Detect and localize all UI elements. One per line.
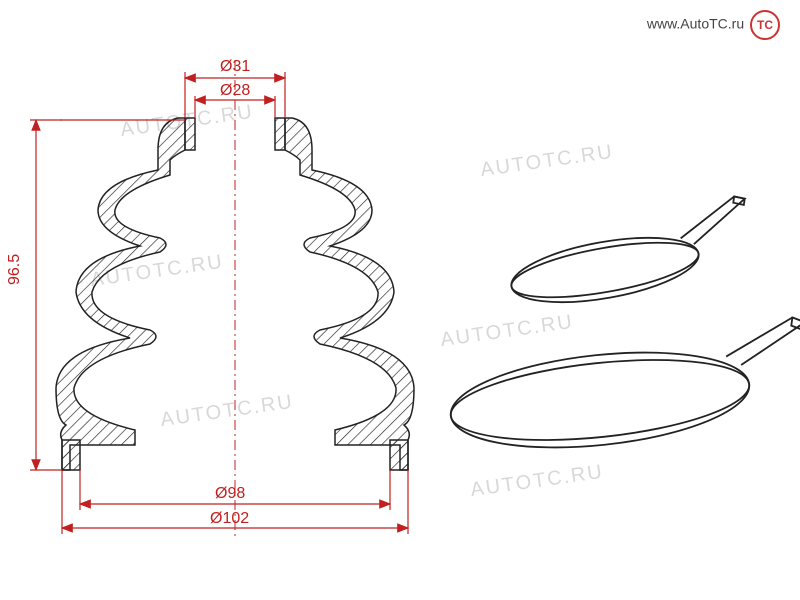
clamp-large [444, 316, 800, 460]
watermark-logo: www.AutoTC.ru TC [647, 10, 780, 40]
boot-top-lip-left [185, 118, 195, 150]
watermark-badge-icon: TC [750, 10, 780, 40]
dim-d98: Ø98 [215, 485, 245, 503]
boot-section-left [56, 118, 185, 470]
drawing-canvas: AUTOTC.RU AUTOTC.RU AUTOTC.RU AUTOTC.RU … [0, 0, 800, 600]
dim-d28: Ø28 [220, 82, 250, 100]
dim-height: 96.5 [6, 254, 24, 285]
dim-d31: Ø31 [220, 58, 250, 76]
boot-bottom-flange-left [62, 440, 80, 470]
boot-bottom-flange-right [390, 440, 408, 470]
boot-section-right [285, 118, 414, 470]
dim-d102: Ø102 [210, 510, 249, 528]
watermark-url: www.AutoTC.ru [647, 16, 744, 32]
clamp-small [503, 195, 758, 314]
drawing-svg [0, 0, 800, 600]
boot-top-lip-right [275, 118, 285, 150]
